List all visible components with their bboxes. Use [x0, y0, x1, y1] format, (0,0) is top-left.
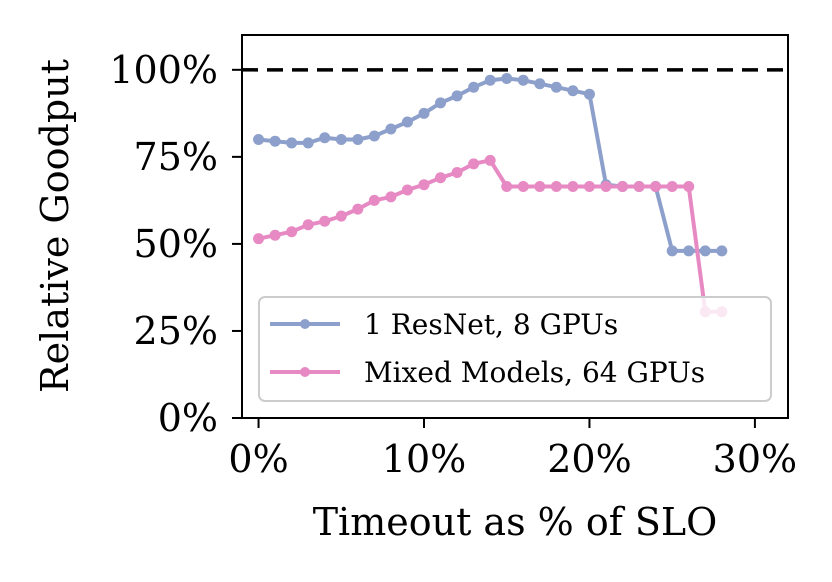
data-point — [418, 179, 430, 191]
legend: 1 ResNet, 8 GPUs Mixed Models, 64 GPUs — [258, 296, 772, 402]
data-point — [418, 107, 430, 119]
data-point — [517, 180, 529, 192]
legend-label-mixed: Mixed Models, 64 GPUs — [364, 356, 705, 389]
x-tick-label: 20% — [547, 437, 631, 481]
data-point — [550, 81, 562, 93]
y-axis: 0% 25% 50% 75% 100% — [109, 48, 242, 440]
data-point — [583, 180, 595, 192]
data-point — [683, 245, 695, 257]
data-point — [501, 73, 513, 85]
series-2 — [253, 154, 728, 318]
data-point — [253, 133, 265, 145]
plot-frame — [241, 34, 789, 419]
data-point — [269, 229, 281, 241]
data-point — [302, 219, 314, 231]
data-point — [484, 154, 496, 166]
data-point — [666, 245, 678, 257]
y-tick-label: 0% — [158, 396, 218, 440]
data-point — [401, 116, 413, 128]
data-point — [633, 180, 645, 192]
data-point — [534, 180, 546, 192]
data-point — [567, 180, 579, 192]
data-point — [368, 130, 380, 142]
data-point — [451, 167, 463, 179]
data-point — [286, 137, 298, 149]
y-tick-label: 75% — [134, 135, 218, 179]
y-axis-label: Relative Goodput — [33, 59, 77, 393]
data-point — [302, 137, 314, 149]
legend-marker-resnet — [300, 319, 310, 329]
data-point — [534, 78, 546, 90]
y-tick-label: 25% — [134, 309, 218, 353]
data-point — [352, 133, 364, 145]
data-point — [319, 215, 331, 227]
legend-marker-mixed — [300, 367, 310, 377]
data-point — [435, 172, 447, 184]
y-tick-label: 50% — [134, 222, 218, 266]
data-point — [435, 97, 447, 109]
x-tick-label: 30% — [713, 437, 797, 481]
data-point — [567, 85, 579, 97]
data-point — [550, 180, 562, 192]
data-point — [335, 210, 347, 222]
x-tick-label: 0% — [228, 437, 288, 481]
data-point — [335, 133, 347, 145]
data-point — [401, 184, 413, 196]
data-point — [451, 90, 463, 102]
x-tick-label: 10% — [382, 437, 466, 481]
data-point — [501, 180, 513, 192]
data-point — [253, 233, 265, 245]
data-point — [683, 180, 695, 192]
data-point — [600, 180, 612, 192]
legend-label-resnet: 1 ResNet, 8 GPUs — [364, 308, 618, 341]
data-point — [468, 81, 480, 93]
data-point — [517, 74, 529, 86]
plot-layer — [242, 68, 788, 318]
data-point — [286, 226, 298, 238]
data-point — [699, 245, 711, 257]
data-point — [269, 135, 281, 147]
x-axis: 0% 10% 20% 30% — [228, 418, 797, 481]
data-point — [368, 194, 380, 206]
data-point — [352, 203, 364, 215]
data-point — [319, 132, 331, 144]
data-point — [385, 191, 397, 203]
x-axis-label: Timeout as % of SLO — [313, 500, 718, 544]
data-point — [617, 180, 629, 192]
data-point — [650, 180, 662, 192]
data-point — [484, 74, 496, 86]
data-point — [583, 88, 595, 100]
y-tick-label: 100% — [109, 48, 218, 92]
legend-box — [258, 296, 772, 402]
data-point — [385, 123, 397, 135]
data-point — [666, 180, 678, 192]
data-point — [468, 158, 480, 170]
data-point — [716, 245, 728, 257]
